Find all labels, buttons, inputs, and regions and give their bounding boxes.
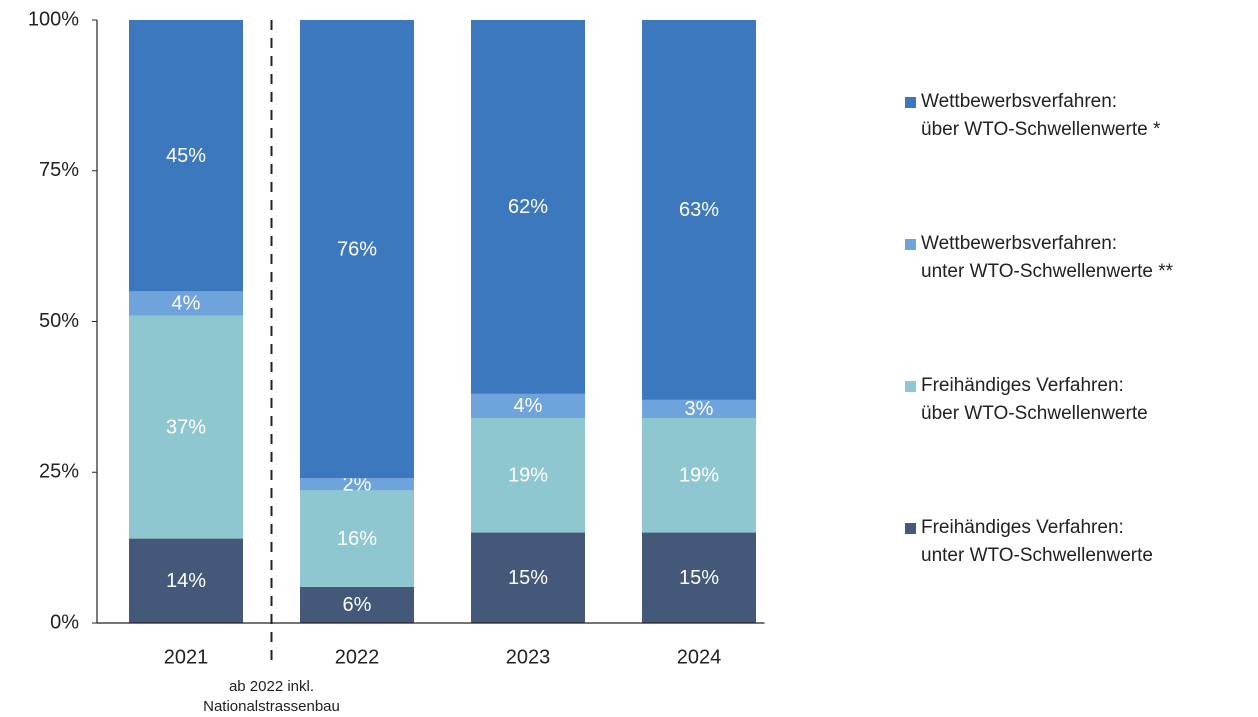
x-tick-label: 2022 <box>335 646 380 668</box>
bar-segment <box>300 490 414 587</box>
legend-label: Wettbewerbsverfahren: über WTO-Schwellen… <box>921 91 1161 140</box>
bar-segment <box>471 417 585 533</box>
data-label: 4% <box>172 293 201 315</box>
y-tick-label: 0% <box>50 611 79 633</box>
legend-label: Freihändiges Verfahren: über WTO-Schwell… <box>921 375 1148 424</box>
data-label: 19% <box>679 465 719 487</box>
bar-segment <box>471 532 585 623</box>
data-label: 15% <box>508 567 548 589</box>
data-label: 63% <box>679 199 719 221</box>
legend-label: Freihändiges Verfahren: unter WTO-Schwel… <box>921 517 1153 566</box>
bar-segment <box>471 393 585 418</box>
annotation: Nationalstrassenbau <box>203 698 340 715</box>
y-tick-label: 100% <box>28 8 79 30</box>
bar-segment <box>642 532 756 623</box>
data-label: 2% <box>343 474 372 496</box>
bar-segment <box>642 417 756 533</box>
data-label: 14% <box>166 570 206 592</box>
legend-label: Wettbewerbsverfahren: unter WTO-Schwelle… <box>921 233 1174 282</box>
legend-item: Wettbewerbsverfahren: über WTO-Schwellen… <box>905 88 1173 230</box>
bar-segment <box>300 20 414 479</box>
bar-segment <box>129 20 243 292</box>
legend-item: Freihändiges Verfahren: unter WTO-Schwel… <box>905 514 1173 656</box>
bar-segment <box>642 399 756 418</box>
legend: Wettbewerbsverfahren: über WTO-Schwellen… <box>905 88 1173 656</box>
bar-segment <box>300 478 414 491</box>
y-tick-label: 75% <box>39 159 79 181</box>
bar-segment <box>129 538 243 623</box>
legend-swatch <box>905 381 916 392</box>
legend-swatch <box>905 523 916 534</box>
y-tick-label: 25% <box>39 461 79 483</box>
x-tick-label: 2023 <box>506 646 551 668</box>
data-label: 45% <box>166 145 206 167</box>
bar-segment <box>129 291 243 316</box>
data-label: 62% <box>508 196 548 218</box>
annotation: ab 2022 inkl. <box>229 678 314 695</box>
legend-swatch <box>905 239 916 250</box>
y-tick-label: 50% <box>39 310 79 332</box>
data-label: 19% <box>508 465 548 487</box>
legend-item: Freihändiges Verfahren: über WTO-Schwell… <box>905 372 1173 514</box>
bar-segment <box>300 586 414 623</box>
data-label: 37% <box>166 416 206 438</box>
data-label: 15% <box>679 567 719 589</box>
data-label: 6% <box>343 594 372 616</box>
legend-swatch <box>905 97 916 108</box>
bar-segment <box>642 20 756 400</box>
x-tick-label: 2024 <box>677 646 722 668</box>
data-label: 76% <box>337 238 377 260</box>
data-label: 16% <box>337 528 377 550</box>
data-label: 3% <box>685 398 714 420</box>
chart: 0% 25% 50% 75% 100% 2021 14% 37% 4% 45% 2022 6% 16% 2… <box>28 8 765 715</box>
x-tick-label: 2021 <box>164 646 209 668</box>
bar-segment <box>471 20 585 394</box>
data-label: 4% <box>514 395 543 417</box>
bar-segment <box>129 315 243 539</box>
legend-item: Wettbewerbsverfahren: unter WTO-Schwelle… <box>905 230 1173 372</box>
